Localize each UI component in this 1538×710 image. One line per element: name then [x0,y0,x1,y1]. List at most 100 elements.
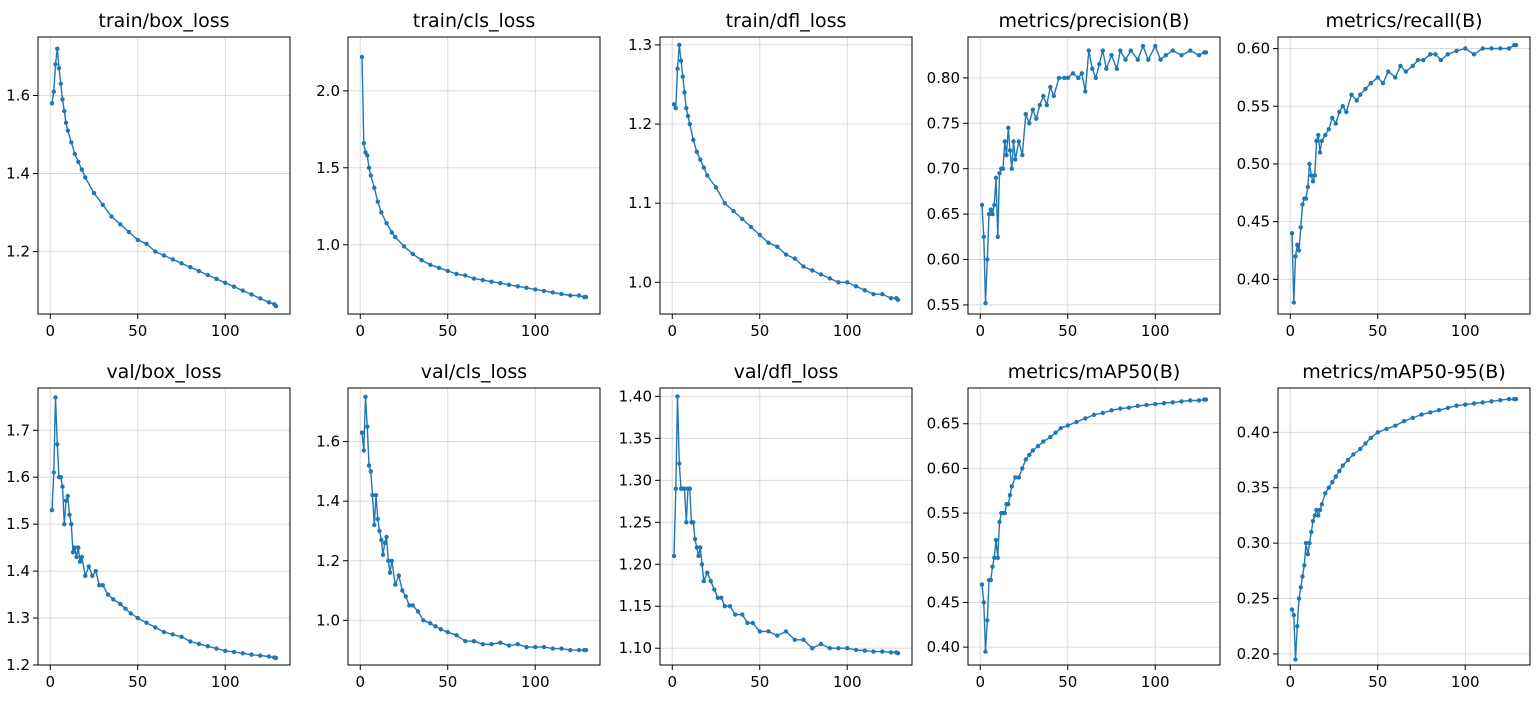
series-line [51,396,277,659]
y-tick-label: 0.40 [927,638,960,656]
data-point [231,284,237,289]
data-point [135,615,140,621]
chart-title: val/dfl_loss [734,361,839,383]
data-point [1023,112,1028,117]
data-point [1097,61,1102,67]
chart-train-dfl-loss: train/dfl_loss 0 50 100 1.0 1.1 1.2 1.3 [628,10,913,340]
data-point [433,624,438,629]
data-point [708,578,713,584]
y-tick-label: 0.30 [1237,534,1270,552]
data-point [1083,416,1088,421]
data-point [576,647,582,653]
data-point [1375,430,1381,435]
data-point [1007,493,1013,498]
data-point [386,558,391,563]
data-point [993,537,999,543]
data-point [1410,415,1416,421]
y-tick-label: 0.60 [927,459,960,477]
data-point [231,649,237,655]
data-point [361,141,366,146]
data-point [1109,408,1114,413]
x-tick-label: 100 [211,673,240,691]
data-point [692,536,698,542]
data-point [90,573,95,578]
data-point [109,214,114,219]
data-point [249,652,254,657]
data-point [1179,399,1184,404]
data-point [1030,107,1036,112]
data-point [471,639,477,644]
data-point [361,448,366,453]
data-point [1109,53,1114,58]
data-point [727,604,733,609]
data-point [382,540,387,546]
data-point [701,578,706,584]
data-point [1114,66,1120,72]
y-tick-label: 1.40 [619,387,652,405]
data-point [498,640,503,645]
data-point [419,257,424,263]
data-point [1093,75,1099,81]
series-line [673,44,899,301]
x-tick-label: 100 [521,673,550,691]
data-point [214,276,219,282]
data-point [49,507,55,513]
y-tick-label: 0.40 [1237,423,1270,441]
data-point [126,229,132,235]
data-point [888,296,894,301]
y-tick-label: 1.4 [6,562,30,580]
y-tick-label: 0.35 [1237,479,1270,497]
data-point [258,653,263,658]
data-point [715,595,720,600]
data-point [533,287,538,292]
data-point [480,277,485,283]
data-point [1415,57,1421,63]
data-point [1428,410,1433,415]
plot-frame [659,36,913,315]
data-point [240,651,245,656]
data-point [153,625,158,630]
data-point [144,241,149,246]
data-point [480,642,485,647]
data-point [515,284,520,289]
data-point [696,553,701,559]
data-point [463,639,468,644]
data-point [372,185,377,190]
data-point [583,294,589,300]
data-point [428,621,433,626]
data-point [188,639,193,644]
data-point [1436,408,1442,413]
data-point [445,268,450,274]
data-point [1309,529,1314,535]
y-tick-label: 0.65 [927,415,960,433]
data-point [1319,502,1325,507]
chart-val-dfl-loss: val/dfl_loss 0 50 100 1.10 1.15 1.20 1.25 1.30 1.… [619,361,913,691]
x-tick-label: 50 [128,673,147,691]
data-point [1368,81,1374,86]
data-point [100,583,106,588]
data-point [1035,443,1041,449]
data-point [836,646,841,651]
data-point [62,522,67,527]
data-point [1140,43,1146,49]
y-tick-label: 1.5 [6,515,30,533]
data-point [379,210,384,215]
data-point [783,252,789,257]
data-point [992,555,997,560]
data-point [368,173,373,178]
data-point [1135,403,1141,409]
data-point [524,644,529,650]
data-point [1310,179,1316,184]
chart-metrics-map50-95-b: metrics/mAP50-95(B) 0 50 100 0.20 0.25 0.30 0.3… [1237,361,1531,691]
data-point [981,600,986,605]
data-point [415,609,421,614]
x-tick-label: 100 [521,322,550,340]
data-point [1163,53,1169,58]
data-point [438,627,443,632]
data-point [205,272,210,278]
data-point [365,424,370,429]
data-point [1203,50,1209,55]
data-point [1305,184,1311,190]
data-point [1153,401,1158,407]
data-point [1118,48,1123,53]
